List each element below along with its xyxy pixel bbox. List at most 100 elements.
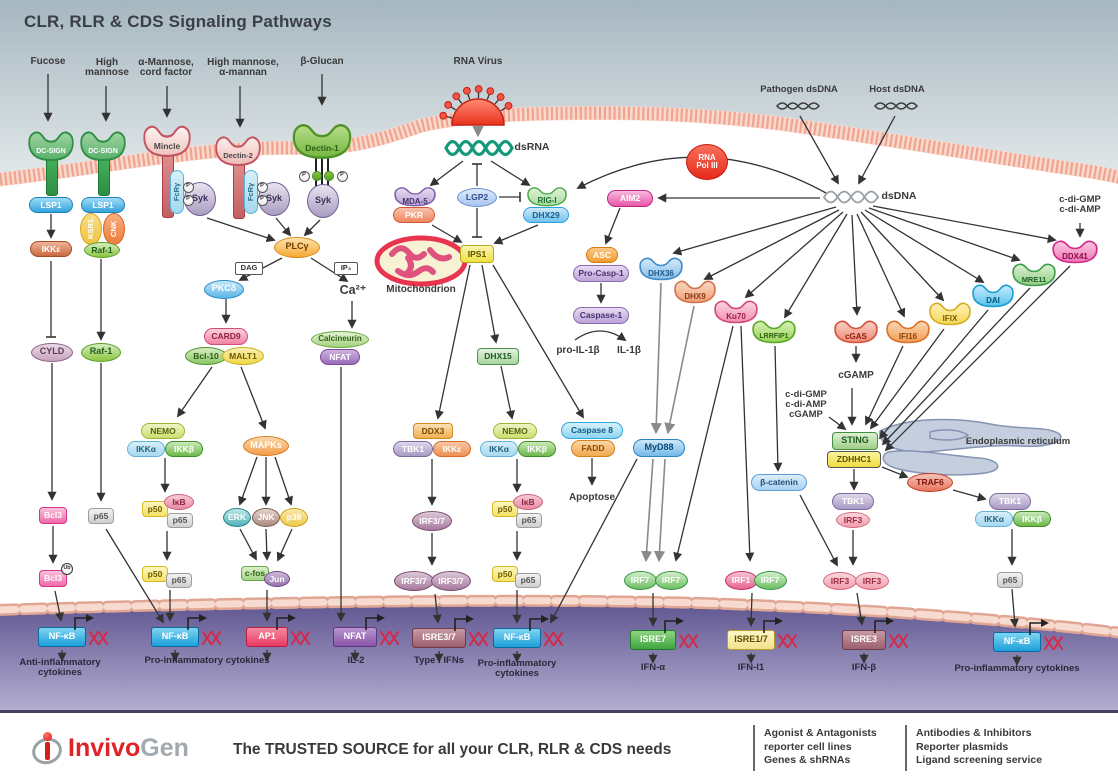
sensor-mda5: MDA-5: [393, 185, 437, 207]
label-apoptose-label: Apoptose: [568, 491, 616, 503]
signal-arrows: [43, 74, 1085, 666]
gene-nfkb-1-label: NF-κB: [48, 631, 76, 642]
protein-p50-c-label: p50: [497, 503, 513, 514]
gene-ap1-label: AP1: [258, 631, 276, 642]
protein-malt1: MALT1: [222, 347, 264, 365]
logo-gen: Gen: [140, 733, 189, 762]
ligand-high-mannan-label: High mannose, α-mannan: [207, 56, 279, 78]
dsdna-helix: [823, 190, 879, 204]
protein-irf37-c: IRF3/7: [431, 571, 471, 591]
tag-dag: DAG: [235, 261, 263, 275]
protein-p65-a-label: p65: [172, 514, 188, 525]
protein-jnk-label: JNK: [257, 511, 275, 522]
protein-irf7-a: IRF7: [623, 570, 657, 590]
label-pro-il1b: pro-IL-1β: [548, 345, 608, 358]
protein-erk-label: ERK: [228, 511, 246, 522]
sensor-mre11-label: MRE11: [1021, 275, 1047, 285]
sensor-ddx41-label: DDX41: [1062, 252, 1088, 262]
protein-raf1-a: Raf-1: [84, 242, 120, 258]
protein-myd88-label: MyD88: [644, 442, 674, 453]
output-pro-inflammatory-1: Pro-inflammatory cytokines: [122, 655, 292, 668]
ligand-alpha-mannose-label: α-Mannose, cord factor: [138, 56, 194, 78]
label-cdi-triple-label: c-di-GMP c-di-AMP cGAMP: [785, 389, 827, 420]
sensor-dhx36-label: DHX36: [648, 268, 674, 278]
protein-bcl10-label: Bcl-10: [193, 350, 219, 361]
label-apoptose: Apoptose: [559, 492, 625, 505]
service-item: Agonist & Antagonists: [764, 727, 877, 739]
badge-green-2: [324, 171, 334, 181]
mitochondrion: [374, 235, 468, 287]
sensor-dhx9: DHX9: [673, 278, 717, 304]
gene-nfkb-4-dna-icon: [1044, 636, 1063, 650]
footer-divider-1: [753, 725, 755, 771]
sensor-dhx9-label: DHX9: [684, 291, 706, 301]
service-item: Ligand screening service: [916, 754, 1043, 766]
output-anti-inflammatory-label: Anti-inflammatory cytokines: [19, 657, 101, 678]
host-dsdna-helix: [874, 102, 918, 110]
badge-ub-label: Ub: [63, 565, 71, 572]
protein-tbk1-a: TBK1: [393, 441, 433, 457]
protein-zdhhc1: ZDHHC1: [827, 450, 881, 468]
logo-pin-icon: [45, 742, 50, 760]
logo-dot-icon: [43, 732, 52, 741]
gene-nfkb-4-promoter-arrow-icon: [1029, 619, 1049, 635]
gene-nfkb-3: NF-κB: [493, 615, 563, 648]
protein-nfat-label: NFAT: [329, 351, 351, 362]
protein-ikb-b: IκB: [513, 494, 543, 510]
protein-lgp2: LGP2: [457, 187, 497, 207]
protein-p50-a-label: p50: [147, 503, 163, 514]
protein-dhx15: DHX15: [477, 347, 519, 365]
output-type1-ifns-label: Type I IFNs: [414, 655, 464, 667]
gene-isre3: ISRE3: [842, 617, 908, 650]
protein-caspase1: Caspase-1: [573, 306, 629, 324]
sensor-ifix-label: IFIX: [942, 313, 958, 323]
protein-bcl3-b: Bcl3: [39, 569, 67, 587]
ligand-beta-glucan: β-Glucan: [290, 55, 354, 69]
protein-tbk1-c-label: TBK1: [998, 495, 1022, 506]
protein-ikka-b: IKKα: [480, 441, 518, 457]
sensor-dhx36: DHX36: [638, 255, 684, 281]
output-pro-inflammatory-3-label: Pro-inflammatory cytokines: [954, 663, 1080, 675]
protein-mapks-label: MAPKs: [250, 440, 282, 451]
receptor-dcsign-2-label: DC-SIGN: [88, 147, 118, 155]
pathogen-dsdna-helix: [776, 102, 820, 110]
protein-ikke-b-label: IKKε: [442, 443, 462, 454]
gene-nfkb-1-dna-icon: [89, 631, 108, 645]
gene-nfkb-3-promoter-arrow-icon: [529, 615, 549, 631]
protein-card9: CARD9: [204, 327, 248, 345]
label-cdi-top-label: c-di-GMP c-di-AMP: [1059, 194, 1101, 215]
protein-asc-label: ASC: [593, 249, 611, 260]
protein-ddx3: DDX3: [413, 423, 453, 439]
protein-ikke-b: IKKε: [433, 441, 471, 457]
protein-jun: Jun: [264, 571, 290, 587]
gene-isre3-dna-icon: [889, 634, 908, 648]
receptor-mincle: Mincle: [142, 122, 192, 158]
sensor-rigi-label: RIG-I: [537, 196, 557, 206]
page-title: CLR, RLR & CDS Signaling Pathways: [24, 12, 332, 31]
sensor-cgas-label: cGAS: [845, 331, 867, 341]
protein-p50-b-label: p50: [147, 568, 163, 579]
protein-syk-c-label: Syk: [314, 195, 331, 206]
protein-ikb-b-label: IκB: [521, 496, 535, 507]
ligand-fucose: Fucose: [13, 55, 83, 69]
badge-p-4-label: P: [260, 196, 264, 203]
protein-zdhhc1-label: ZDHHC1: [836, 453, 872, 464]
protein-p65-b-label: p65: [93, 510, 109, 521]
tag-ip3: IP₃: [334, 261, 358, 275]
sensor-mre11: MRE11: [1011, 261, 1057, 287]
protein-ikka-c-label: IKKα: [984, 513, 1004, 524]
protein-ikke-a: IKKε: [30, 241, 72, 257]
protein-p50-c: p50: [492, 501, 518, 517]
protein-irf7-b: IRF7: [654, 570, 688, 590]
protein-ikkb-b-label: IKKβ: [527, 443, 547, 454]
protein-sting: STING: [832, 432, 878, 450]
nucleus-bottom-line: [0, 710, 1118, 713]
protein-irf7-c: IRF7: [753, 570, 787, 590]
output-ifn-beta: IFN-β: [842, 662, 886, 675]
badge-p-6: P: [336, 170, 348, 182]
label-rna-virus-label: RNA Virus: [453, 55, 503, 67]
label-il1b: IL-1β: [609, 345, 649, 358]
gene-isre7-promoter-arrow-icon: [664, 617, 684, 633]
protein-pkcd-label: PKCδ: [211, 283, 237, 294]
